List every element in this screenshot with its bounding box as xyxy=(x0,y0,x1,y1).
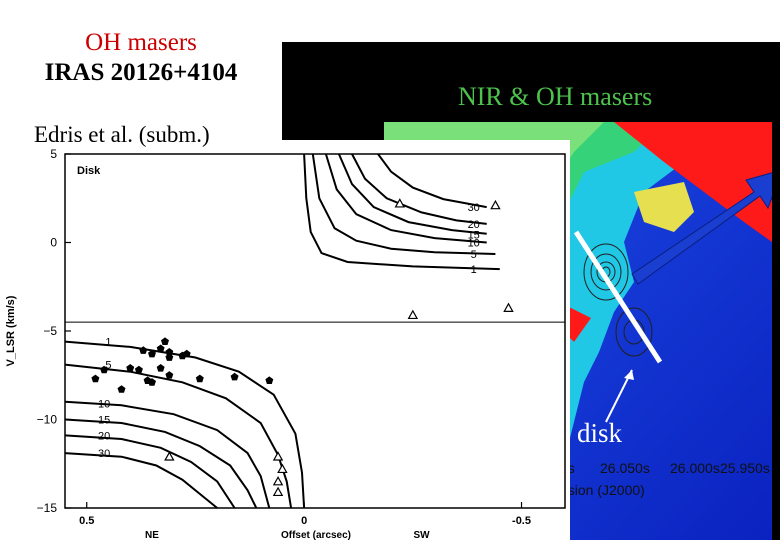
y-tick-label: 5 xyxy=(50,147,57,161)
x-tick-label: 0.5 xyxy=(79,515,94,527)
lower-curve-label: 10 xyxy=(98,399,110,411)
upper-curve-label: 5 xyxy=(471,249,477,261)
disk-pointer-arrowhead xyxy=(624,370,634,380)
map-red-spot xyxy=(564,307,591,342)
maser-point-filled xyxy=(134,365,143,374)
maser-point-filled xyxy=(139,346,148,354)
maser-point-open xyxy=(394,198,406,208)
slide-title-source: IRAS 20126+4104 xyxy=(44,59,238,86)
maser-point-open xyxy=(277,463,288,474)
maser-point-open xyxy=(503,302,514,312)
lower-model-curve xyxy=(64,452,218,509)
upper-curve-label: 30 xyxy=(468,202,480,214)
upper-model-curve xyxy=(324,153,487,244)
maser-point-filled xyxy=(91,374,100,383)
maser-point-open xyxy=(272,451,284,461)
lower-curve-label: 20 xyxy=(98,430,110,442)
upper-model-curve xyxy=(303,153,500,271)
panel-label-disk: Disk xyxy=(77,165,101,177)
maser-point-filled xyxy=(165,371,174,379)
pv-diagram-svg: 5 0 −5 −10 −15 0.5 0 -0.5 NE SW Offset (arcsec) V_L… xyxy=(0,140,570,541)
x-tick-label: -0.5 xyxy=(512,515,531,527)
lower-curve-label: 5 xyxy=(105,360,111,372)
ra-tick-3: 26.000s xyxy=(670,460,720,476)
maser-point-filled xyxy=(195,374,204,383)
lower-model-curve xyxy=(64,434,236,509)
disk-label: disk xyxy=(577,418,623,448)
disk-orientation-line xyxy=(573,230,663,364)
maser-point-filled xyxy=(161,337,169,345)
maser-point-filled xyxy=(117,385,126,393)
y-axis-label: V_LSR (km/s) xyxy=(5,295,17,366)
x-tick-label: 0 xyxy=(301,515,307,527)
maser-point-filled xyxy=(156,364,165,372)
y-tick-label: 0 xyxy=(50,236,57,250)
pv-diagram: 5 0 −5 −10 −15 0.5 0 -0.5 NE SW Offset (arcsec) V_L… xyxy=(0,140,570,541)
slide-title-block: OH masers IRAS 20126+4104 xyxy=(0,28,282,88)
upper-model-curve xyxy=(337,153,487,235)
ra-tick-2: 26.050s xyxy=(600,460,650,476)
ra-tick-4: 25.950s xyxy=(720,460,770,476)
maser-point-filled xyxy=(126,364,135,372)
upper-curve-label: 10 xyxy=(468,238,480,250)
upper-model-curve xyxy=(377,153,487,209)
x-axis-label: Offset (arcsec) xyxy=(281,530,351,540)
maser-point-open xyxy=(407,309,419,320)
slide-title-oh-masers: OH masers xyxy=(85,29,197,56)
ra-axis-ticks: 0s 26.050s 26.000s 25.950s xyxy=(560,460,780,480)
model-curves xyxy=(64,153,500,509)
maser-point-filled xyxy=(182,349,191,358)
maser-point-open xyxy=(272,476,284,486)
upper-curve-label: 20 xyxy=(468,219,480,231)
lower-curve-label: 15 xyxy=(98,415,110,427)
y-tick-label: −10 xyxy=(37,413,58,427)
map-yellow-region xyxy=(634,182,694,232)
upper-curve-label: 15 xyxy=(468,230,480,242)
upper-model-curve xyxy=(311,153,496,255)
lower-model-curve xyxy=(64,400,271,509)
maser-point-filled xyxy=(156,344,165,353)
nir-panel-title: NIR & OH masers xyxy=(458,82,653,111)
outflow-arrow xyxy=(631,172,772,285)
x-direction-label: SW xyxy=(413,530,430,540)
maser-point-filled xyxy=(165,348,174,356)
y-tick-label: −5 xyxy=(43,324,57,338)
ra-axis-label: nsion (J2000) xyxy=(560,482,645,498)
citation: Edris et al. (subm.) xyxy=(34,122,210,147)
maser-point-filled xyxy=(148,378,156,386)
lower-curve-label: 30 xyxy=(98,448,110,460)
lower-model-curve xyxy=(64,418,258,509)
y-tick-label: −15 xyxy=(37,501,58,515)
maser-point-open xyxy=(272,486,284,497)
upper-curve-label: 1 xyxy=(471,264,477,276)
maser-point-filled xyxy=(100,365,109,374)
maser-point-filled xyxy=(265,376,274,384)
maser-point-open xyxy=(164,451,175,461)
maser-point-filled xyxy=(230,372,239,381)
maser-point-filled xyxy=(165,353,174,361)
chart-background xyxy=(0,140,570,540)
upper-model-curve xyxy=(351,153,487,225)
x-direction-label: NE xyxy=(145,530,159,540)
maser-point-filled xyxy=(148,349,156,358)
lower-curve-label: 1 xyxy=(105,337,111,349)
chart-axes: 5 0 −5 −10 −15 0.5 0 -0.5 NE SW Offset (arcsec) V_L… xyxy=(5,147,566,541)
lower-model-curve xyxy=(64,363,293,509)
maser-point-open xyxy=(490,199,501,210)
maser-points xyxy=(91,198,514,497)
